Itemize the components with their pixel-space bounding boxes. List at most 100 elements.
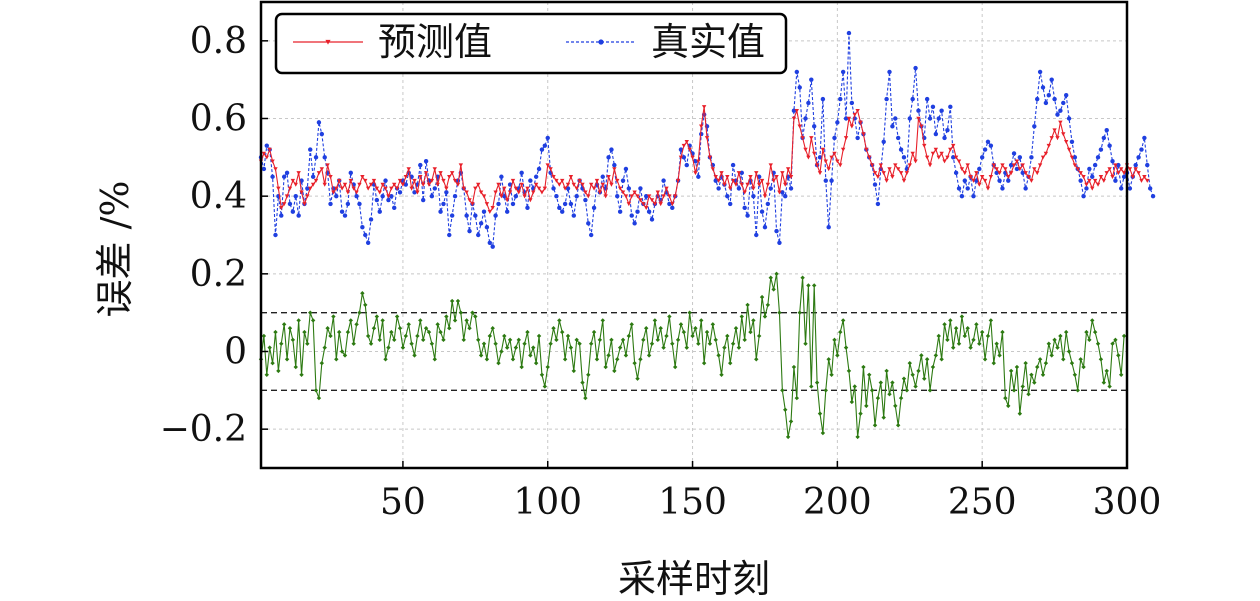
data-point bbox=[1040, 155, 1046, 160]
data-point bbox=[548, 341, 553, 346]
data-point bbox=[644, 206, 649, 211]
data-point bbox=[933, 131, 939, 137]
data-point bbox=[1087, 178, 1092, 183]
data-point bbox=[513, 345, 519, 350]
data-point bbox=[617, 186, 623, 191]
data-point bbox=[1017, 167, 1023, 172]
data-point bbox=[594, 357, 600, 362]
data-point bbox=[771, 287, 776, 292]
data-point bbox=[1000, 186, 1005, 191]
data-point bbox=[649, 198, 655, 203]
data-point bbox=[504, 198, 510, 203]
data-point bbox=[452, 318, 458, 323]
data-point bbox=[725, 174, 730, 179]
data-point bbox=[322, 182, 327, 187]
data-point bbox=[635, 376, 640, 381]
data-point bbox=[545, 364, 550, 370]
data-point bbox=[783, 182, 788, 187]
data-point bbox=[701, 360, 707, 366]
x-tick-label: 50 bbox=[380, 482, 426, 523]
data-point bbox=[916, 108, 921, 113]
data-point bbox=[927, 388, 933, 393]
data-point bbox=[948, 147, 953, 152]
data-point bbox=[386, 345, 391, 350]
data-point bbox=[977, 341, 982, 346]
data-point bbox=[284, 194, 290, 199]
data-point bbox=[872, 423, 878, 428]
data-point bbox=[426, 329, 432, 335]
data-point bbox=[351, 341, 356, 346]
data-point bbox=[985, 139, 991, 144]
data-point bbox=[728, 186, 733, 191]
data-point bbox=[988, 174, 994, 179]
data-point bbox=[797, 310, 802, 315]
data-point bbox=[733, 326, 739, 331]
data-point bbox=[279, 213, 284, 218]
data-point bbox=[525, 205, 530, 211]
data-point bbox=[380, 182, 385, 187]
data-point bbox=[444, 186, 449, 191]
data-point bbox=[1063, 140, 1069, 144]
data-point bbox=[875, 174, 881, 179]
data-point bbox=[504, 345, 510, 350]
data-point bbox=[1037, 357, 1043, 362]
data-point bbox=[348, 318, 353, 323]
data-point bbox=[612, 167, 617, 172]
data-point bbox=[1116, 171, 1121, 176]
data-point bbox=[701, 105, 707, 110]
data-point bbox=[409, 186, 414, 191]
reference-lines bbox=[261, 311, 1127, 392]
y-tick-label: 0 bbox=[224, 332, 247, 373]
data-point bbox=[632, 360, 637, 366]
data-point bbox=[1078, 357, 1083, 362]
tick-layer: 50 100 150 200 250 300 0.8 0.6 0.4 0.2 0 −0.2 bbox=[160, 21, 1162, 523]
data-point bbox=[959, 314, 965, 319]
data-point bbox=[965, 326, 970, 331]
data-point bbox=[580, 182, 585, 187]
data-point bbox=[536, 333, 542, 339]
data-point bbox=[1046, 93, 1051, 98]
data-point bbox=[365, 186, 371, 191]
data-point bbox=[484, 225, 490, 230]
data-point bbox=[907, 360, 912, 366]
data-point bbox=[586, 221, 591, 226]
data-point bbox=[1066, 116, 1072, 121]
data-point bbox=[322, 155, 327, 160]
data-point bbox=[777, 310, 782, 315]
data-point bbox=[403, 333, 409, 339]
data-point bbox=[716, 186, 721, 191]
data-point bbox=[910, 151, 915, 156]
data-point bbox=[591, 205, 597, 211]
data-point bbox=[1121, 333, 1127, 339]
data-point bbox=[1040, 372, 1046, 377]
data-point bbox=[678, 322, 684, 327]
data-point bbox=[583, 197, 588, 203]
data-point bbox=[945, 127, 950, 133]
data-point bbox=[478, 190, 484, 195]
data-point bbox=[551, 186, 556, 191]
data-point bbox=[1014, 159, 1020, 164]
data-point bbox=[1104, 368, 1109, 374]
data-point bbox=[1113, 337, 1118, 343]
data-point bbox=[342, 182, 348, 187]
data-point bbox=[806, 283, 811, 288]
data-point bbox=[554, 337, 559, 343]
data-point bbox=[499, 349, 504, 354]
data-point bbox=[354, 322, 359, 327]
data-point bbox=[768, 163, 773, 168]
data-point bbox=[948, 318, 953, 323]
data-point bbox=[1110, 174, 1115, 179]
data-point bbox=[638, 357, 643, 362]
data-point bbox=[762, 314, 768, 319]
x-tick-label: 300 bbox=[1093, 482, 1162, 523]
data-point bbox=[392, 205, 397, 211]
y-tick-label: 0.8 bbox=[190, 21, 247, 62]
data-point bbox=[951, 143, 956, 148]
data-point bbox=[536, 166, 542, 172]
data-point bbox=[817, 411, 823, 416]
data-point bbox=[357, 182, 362, 187]
data-point bbox=[713, 337, 718, 343]
data-point bbox=[345, 201, 351, 207]
data-point bbox=[1107, 167, 1112, 172]
